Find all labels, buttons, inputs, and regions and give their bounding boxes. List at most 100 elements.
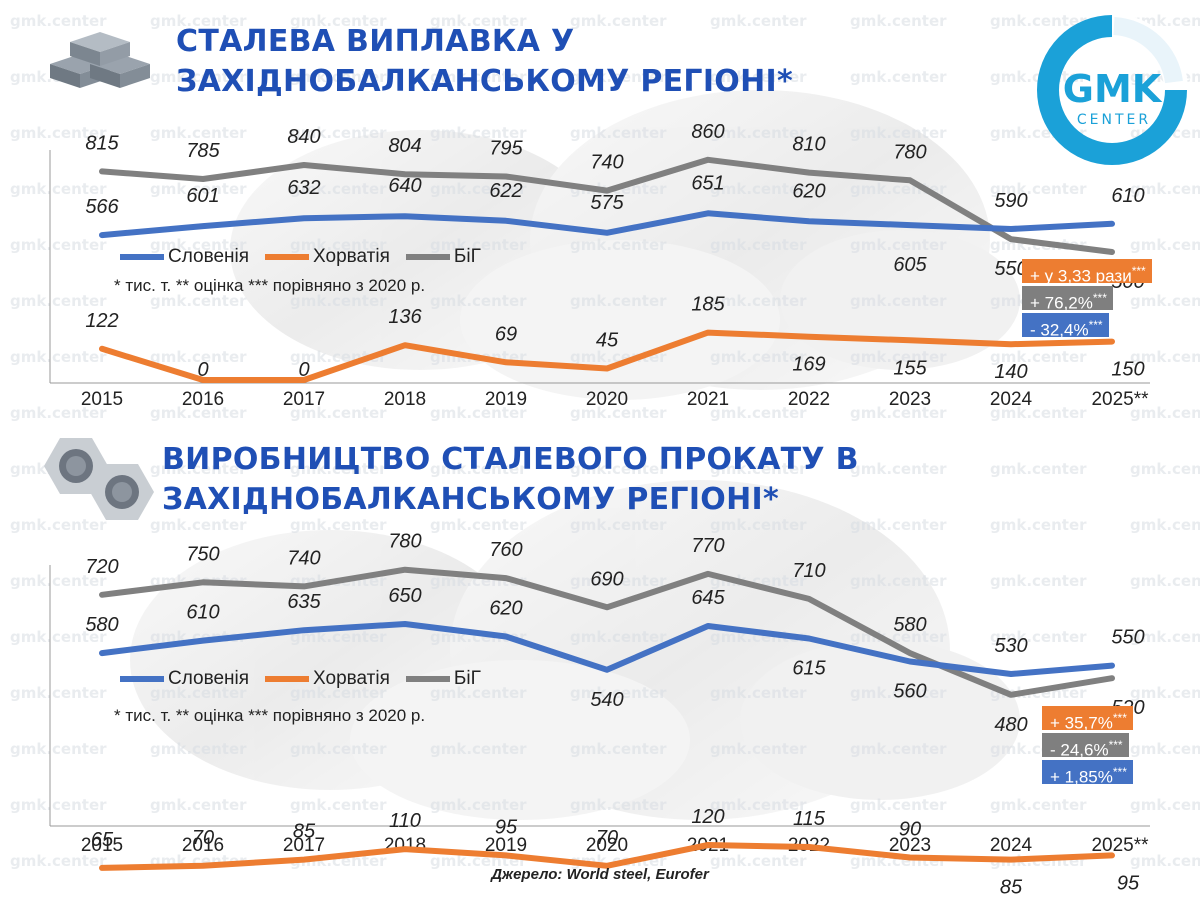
watermark-text: gmk.center xyxy=(850,12,947,30)
chart-1-value-label-croatia-3: 136 xyxy=(388,306,422,328)
legend-swatch-croatia xyxy=(265,254,310,260)
chart-2-value-label-croatia-5: 70 xyxy=(596,827,618,849)
chart-2-legend: Словенія Хорватія БіГ xyxy=(120,668,497,690)
chart-1-x-tick-8: 2023 xyxy=(889,389,931,410)
watermark-text: gmk.center xyxy=(990,460,1087,478)
chart-1-value-label-bih-1: 785 xyxy=(186,140,220,162)
watermark-text: gmk.center xyxy=(990,572,1087,590)
watermark-text: gmk.center xyxy=(710,348,807,366)
legend-label-slovenia: Словенія xyxy=(168,668,250,689)
chart-1-x-tick-10: 2025** xyxy=(1091,389,1149,410)
chart-1-footnote: * тис. т. ** оцінка *** порівняно з 2020… xyxy=(114,276,426,295)
watermark-text: gmk.center xyxy=(570,460,667,478)
watermark-text: gmk.center xyxy=(290,124,387,142)
watermark-text: gmk.center xyxy=(710,796,807,814)
chart-1-legend: Словенія Хорватія БіГ xyxy=(120,246,497,268)
watermark-text: gmk.center xyxy=(570,68,667,86)
watermark-text: gmk.center xyxy=(150,236,247,254)
change-mark: *** xyxy=(1108,738,1123,752)
change-text: + 76,2% xyxy=(1030,293,1093,313)
chart-2-value-label-slovenia-4: 620 xyxy=(489,597,522,619)
chart-1-x-tick-5: 2020 xyxy=(586,389,628,410)
chart-2-value-label-croatia-0: 65 xyxy=(91,829,114,851)
chart-1-value-label-croatia-4: 69 xyxy=(495,323,517,345)
chart-2-x-tick-2: 2017 xyxy=(283,835,325,856)
watermark-text: gmk.center xyxy=(10,124,107,142)
watermark-text: gmk.center xyxy=(990,180,1087,198)
chart-1-value-label-bih-7: 810 xyxy=(792,134,825,156)
watermark-text: gmk.center xyxy=(290,684,387,702)
chart-1-value-label-croatia-6: 185 xyxy=(691,294,725,316)
chart-2-change-bih: - 24,6%*** xyxy=(1042,733,1129,760)
legend-label-bih: БіГ xyxy=(453,246,481,267)
chart-1-change-bih: + 76,2%*** xyxy=(1022,286,1113,313)
logo-main-text: GMK xyxy=(1063,67,1163,111)
watermark-text: gmk.center xyxy=(990,516,1087,534)
watermark-text: gmk.center xyxy=(990,628,1087,646)
chart-1-value-label-slovenia-0: 566 xyxy=(85,196,119,218)
chart-1-value-label-slovenia-5: 575 xyxy=(590,192,624,214)
legend-swatch-bih xyxy=(405,676,450,682)
watermark-text: gmk.center xyxy=(570,12,667,30)
watermark-text: gmk.center xyxy=(1130,572,1200,590)
chart-2-value-label-slovenia-2: 635 xyxy=(287,591,321,613)
watermark-text: gmk.center xyxy=(1130,684,1200,702)
chart-2-change-croatia: + 35,7%*** xyxy=(1042,706,1133,733)
watermark-text: gmk.center xyxy=(1130,852,1200,870)
legend-swatch-slovenia xyxy=(120,254,164,260)
chart-2-value-label-bih-0: 720 xyxy=(85,556,118,578)
watermark-text: gmk.center xyxy=(150,348,247,366)
chart-1-x-tick-6: 2021 xyxy=(687,389,729,410)
chart-2-value-label-croatia-2: 85 xyxy=(293,821,316,843)
watermark-text: gmk.center xyxy=(1130,348,1200,366)
legend-swatch-bih xyxy=(405,254,450,260)
chart-2-value-label-slovenia-0: 580 xyxy=(85,614,118,636)
change-text: + 1,85% xyxy=(1050,767,1113,787)
chart-2-value-label-croatia-8: 90 xyxy=(899,818,921,840)
watermark-text: gmk.center xyxy=(990,12,1087,30)
watermark-text: gmk.center xyxy=(850,460,947,478)
watermark-text: gmk.center xyxy=(990,796,1087,814)
watermark-text: gmk.center xyxy=(570,572,667,590)
watermark-text: gmk.center xyxy=(570,740,667,758)
chart-2-value-label-slovenia-10: 550 xyxy=(1111,627,1144,649)
watermark-text: gmk.center xyxy=(10,516,107,534)
chart-1-value-label-bih-5: 740 xyxy=(590,152,623,174)
chart-1-value-label-bih-4: 795 xyxy=(489,137,523,159)
watermark-text: gmk.center xyxy=(290,740,387,758)
watermark-text: gmk.center xyxy=(850,292,947,310)
chart-2-value-label-croatia-7: 115 xyxy=(793,808,826,830)
chart-2-value-label-croatia-9: 85 xyxy=(1000,877,1023,899)
chart-1-value-label-croatia-5: 45 xyxy=(596,329,619,351)
chart-2-footnote: * тис. т. ** оцінка *** порівняно з 2020… xyxy=(114,706,426,725)
watermark-text: gmk.center xyxy=(10,180,107,198)
chart-2-x-tick-9: 2024 xyxy=(990,835,1033,856)
watermark-text: gmk.center xyxy=(430,404,527,422)
watermark-text: gmk.center xyxy=(710,292,807,310)
chart-2-value-label-bih-4: 760 xyxy=(489,539,522,561)
watermark-text: gmk.center xyxy=(850,516,947,534)
watermark-text: gmk.center xyxy=(710,460,807,478)
steel-ingots-icon xyxy=(50,32,150,88)
chart-1-value-label-croatia-1: 0 xyxy=(197,359,208,381)
watermark-text: gmk.center xyxy=(430,124,527,142)
chart-2-value-label-bih-9: 480 xyxy=(994,714,1027,736)
watermark-text: gmk.center xyxy=(10,628,107,646)
chart-1-value-label-slovenia-8: 605 xyxy=(893,254,927,276)
change-text: + 35,7% xyxy=(1050,713,1113,733)
watermark-text: gmk.center xyxy=(430,12,527,30)
watermark-text: gmk.center xyxy=(570,236,667,254)
watermark-text: gmk.center xyxy=(1130,180,1200,198)
chart-2-value-label-slovenia-9: 530 xyxy=(994,635,1027,657)
chart-2-value-label-slovenia-8: 560 xyxy=(893,680,926,702)
chart-1-value-label-croatia-8: 155 xyxy=(893,357,927,379)
watermark-text: gmk.center xyxy=(150,684,247,702)
chart-2-value-label-slovenia-6: 645 xyxy=(691,587,725,609)
watermark-text: gmk.center xyxy=(710,572,807,590)
watermark-text: gmk.center xyxy=(850,124,947,142)
chart-1-x-tick-9: 2024 xyxy=(990,389,1033,410)
chart-1-value-label-croatia-0: 122 xyxy=(85,310,118,332)
watermark-text: gmk.center xyxy=(570,796,667,814)
watermark-text: gmk.center xyxy=(570,292,667,310)
